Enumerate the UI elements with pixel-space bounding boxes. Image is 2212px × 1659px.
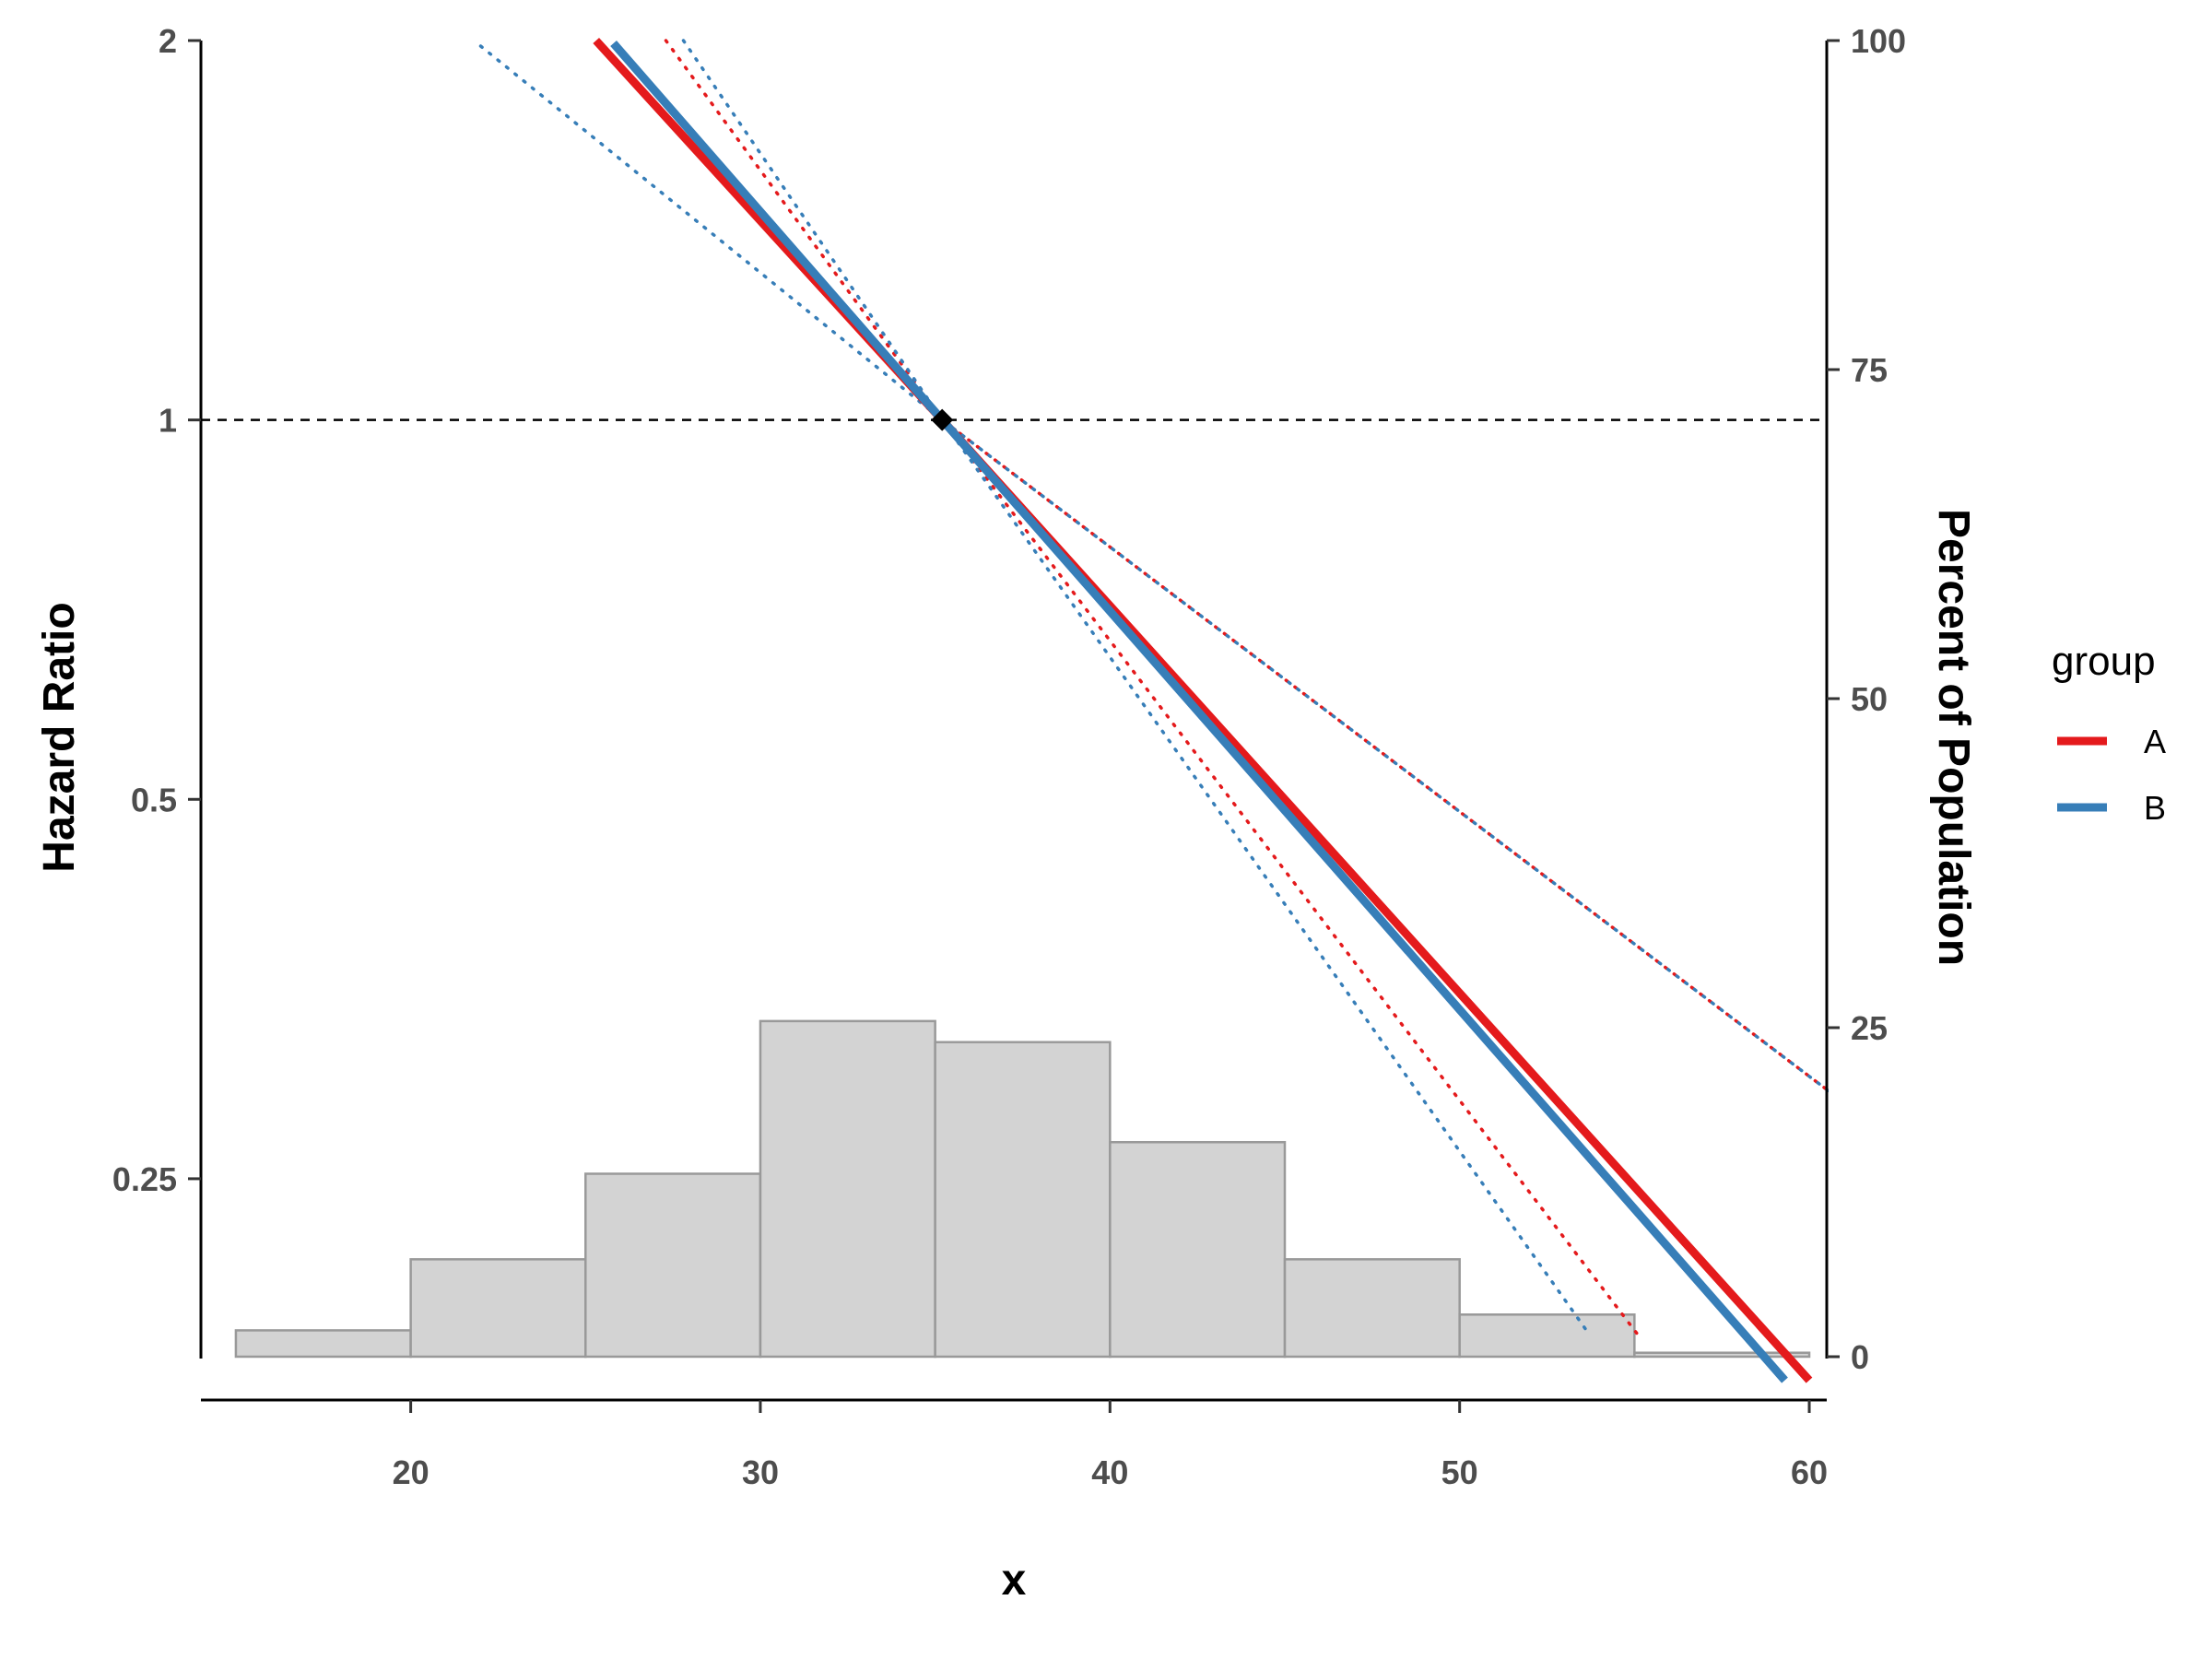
reference-point-layer (931, 408, 954, 431)
legend-title: group (2052, 639, 2156, 684)
histogram-bar (1283, 1258, 1461, 1359)
histogram-bar (1109, 1140, 1287, 1359)
y2-tick-label: 25 (1851, 1009, 1888, 1047)
histogram-bar (1458, 1313, 1636, 1359)
y2-tick-label: 100 (1851, 22, 1906, 60)
x-tick-label: 50 (1441, 1453, 1478, 1491)
y-tick-label: 2 (159, 22, 177, 60)
x-axis-title: x (1002, 1556, 1027, 1605)
reference-point (931, 408, 954, 431)
y-axis-title: Hazard Ratio (35, 602, 84, 872)
x-tick-label: 20 (393, 1453, 429, 1491)
y-tick-label: 0.5 (131, 781, 177, 818)
x-tick-label: 60 (1791, 1453, 1828, 1491)
y2-axis-title: Percent of Population (1929, 509, 1978, 966)
legend-label-a: A (2144, 723, 2166, 760)
y2-tick-label: 50 (1851, 680, 1888, 718)
histogram-bar (584, 1172, 762, 1359)
series-b-ci-upper (478, 44, 1829, 1093)
x-tick-label: 30 (742, 1453, 779, 1491)
legend: group A B (2052, 639, 2166, 827)
histogram-bar (934, 1041, 1112, 1359)
histogram (234, 1019, 1811, 1359)
series-a-ci-lower (664, 39, 1640, 1336)
y-tick-label: 0.25 (112, 1160, 177, 1198)
y-tick-label: 1 (159, 402, 177, 440)
y2-tick-label: 0 (1851, 1338, 1869, 1376)
y2-tick-label: 75 (1851, 351, 1888, 389)
x-tick-label: 40 (1091, 1453, 1128, 1491)
histogram-bar (409, 1258, 587, 1359)
histogram-bar (759, 1019, 936, 1359)
histogram-bar (1633, 1351, 1811, 1359)
series-a-ci-upper (940, 418, 1829, 1093)
legend-label-b: B (2144, 789, 2166, 827)
histogram-bar (234, 1329, 412, 1359)
